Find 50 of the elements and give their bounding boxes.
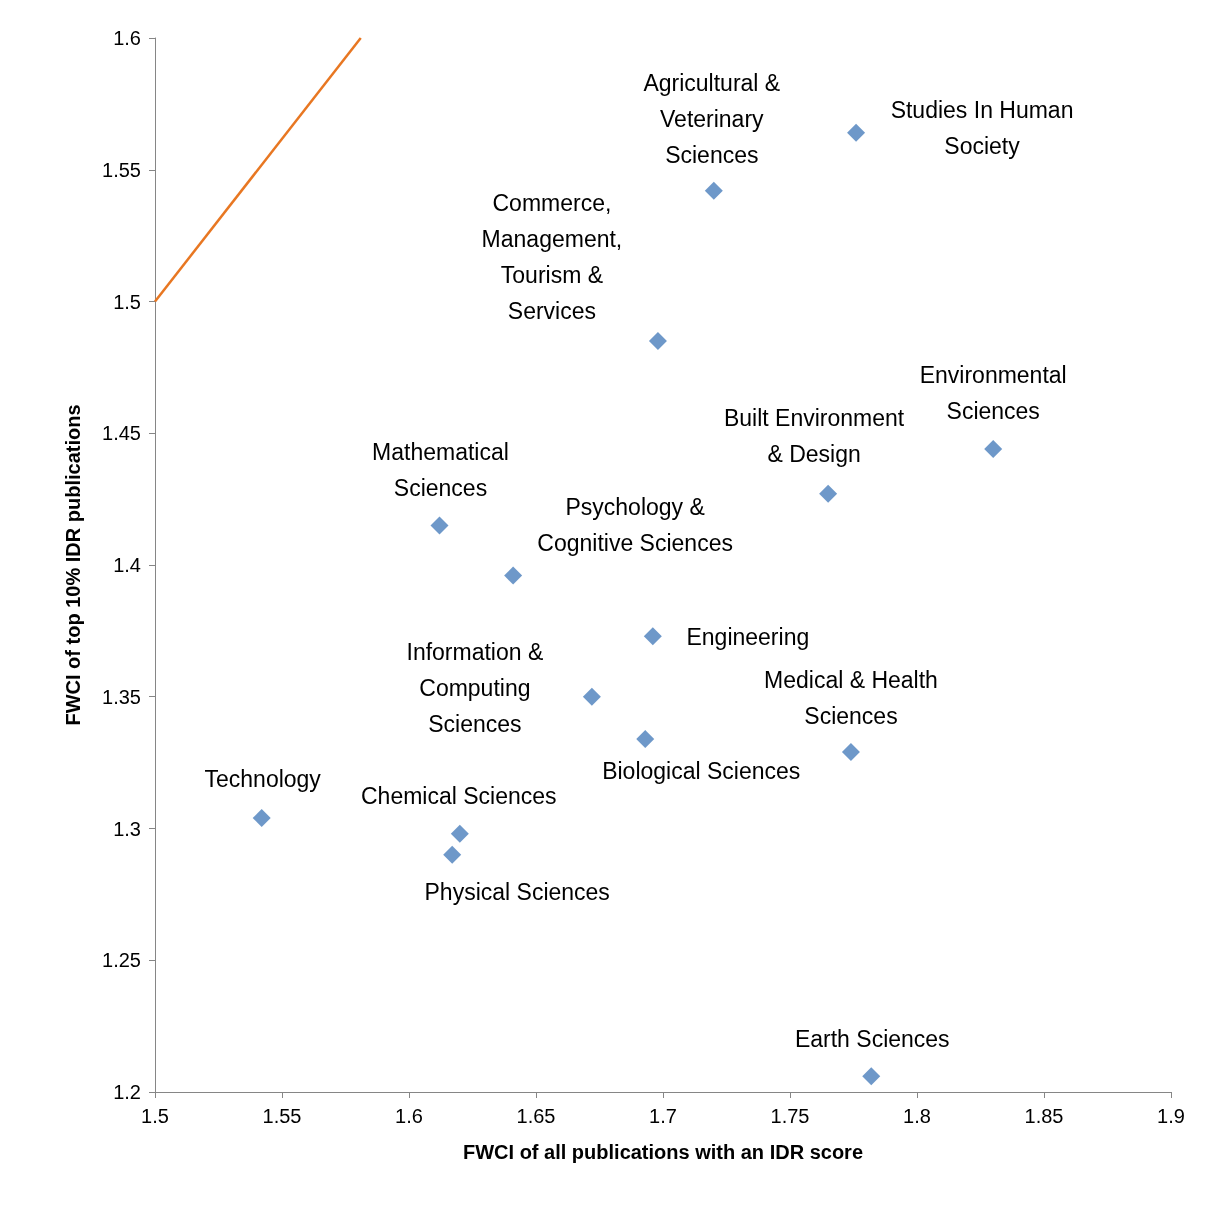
x-tick-label: 1.8 (903, 1105, 931, 1127)
y-tick-label: 1.5 (113, 290, 141, 313)
y-tick-label: 1.2 (113, 1081, 141, 1103)
y-tick-label: 1.45 (102, 422, 141, 445)
annotation: Earth Sciences (794, 1026, 950, 1053)
annotation: Environmental Sciences (919, 362, 1067, 425)
x-tick-label: 1.75 (770, 1105, 810, 1127)
x-tick-label: 1.65 (516, 1105, 556, 1127)
y-tick-label: 1.6 (113, 27, 141, 49)
annotation: Information & Computing Sciences (406, 638, 544, 737)
annotation: Biological Sciences (602, 757, 801, 784)
point (841, 743, 860, 762)
point (648, 332, 667, 351)
x-tick-label: 1.9 (1157, 1105, 1185, 1127)
annotation: Physical Sciences (424, 878, 610, 905)
point (450, 824, 469, 843)
point (443, 845, 462, 864)
point (504, 566, 523, 585)
y-axis-title: FWCI of top 10% IDR publications (62, 404, 84, 726)
annotation: Agricultural & Veterinary Sciences (643, 69, 781, 168)
x-axis-title: FWCI of all publications with an IDR score (462, 1141, 864, 1163)
point (704, 181, 723, 200)
point (847, 123, 866, 142)
y-tick-label: 1.25 (102, 949, 141, 972)
point (819, 484, 838, 503)
annotation: Chemical Sciences (361, 782, 557, 809)
y-tick-label: 1.35 (102, 685, 141, 708)
point (862, 1067, 881, 1086)
x-tick-label: 1.85 (1024, 1105, 1064, 1127)
annotation: Medical & Health Sciences (764, 667, 938, 730)
annotation: Studies In Human Society (890, 96, 1074, 159)
point (252, 808, 271, 827)
y-tick-label: 1.3 (113, 817, 141, 840)
annotation: Psychology & Cognitive Sciences (537, 493, 733, 556)
annotation: Commerce, Management, Tourism & Services (481, 190, 623, 325)
y-tick-label: 1.4 (113, 554, 141, 576)
point (582, 687, 601, 706)
annotation: Technology (204, 765, 322, 792)
x-tick-label: 1.55 (262, 1105, 302, 1127)
annotation: Engineering (686, 624, 810, 651)
point (984, 440, 1003, 459)
y-tick-label: 1.55 (102, 158, 141, 181)
x-tick-label: 1.7 (649, 1105, 677, 1127)
point (430, 516, 449, 535)
point (636, 729, 655, 748)
annotation: Mathematical Sciences (372, 439, 509, 502)
point (643, 627, 662, 646)
annotation: Built Environment & Design (723, 404, 905, 467)
x-tick-label: 1.5 (141, 1105, 169, 1127)
x-tick-label: 1.6 (395, 1105, 423, 1127)
